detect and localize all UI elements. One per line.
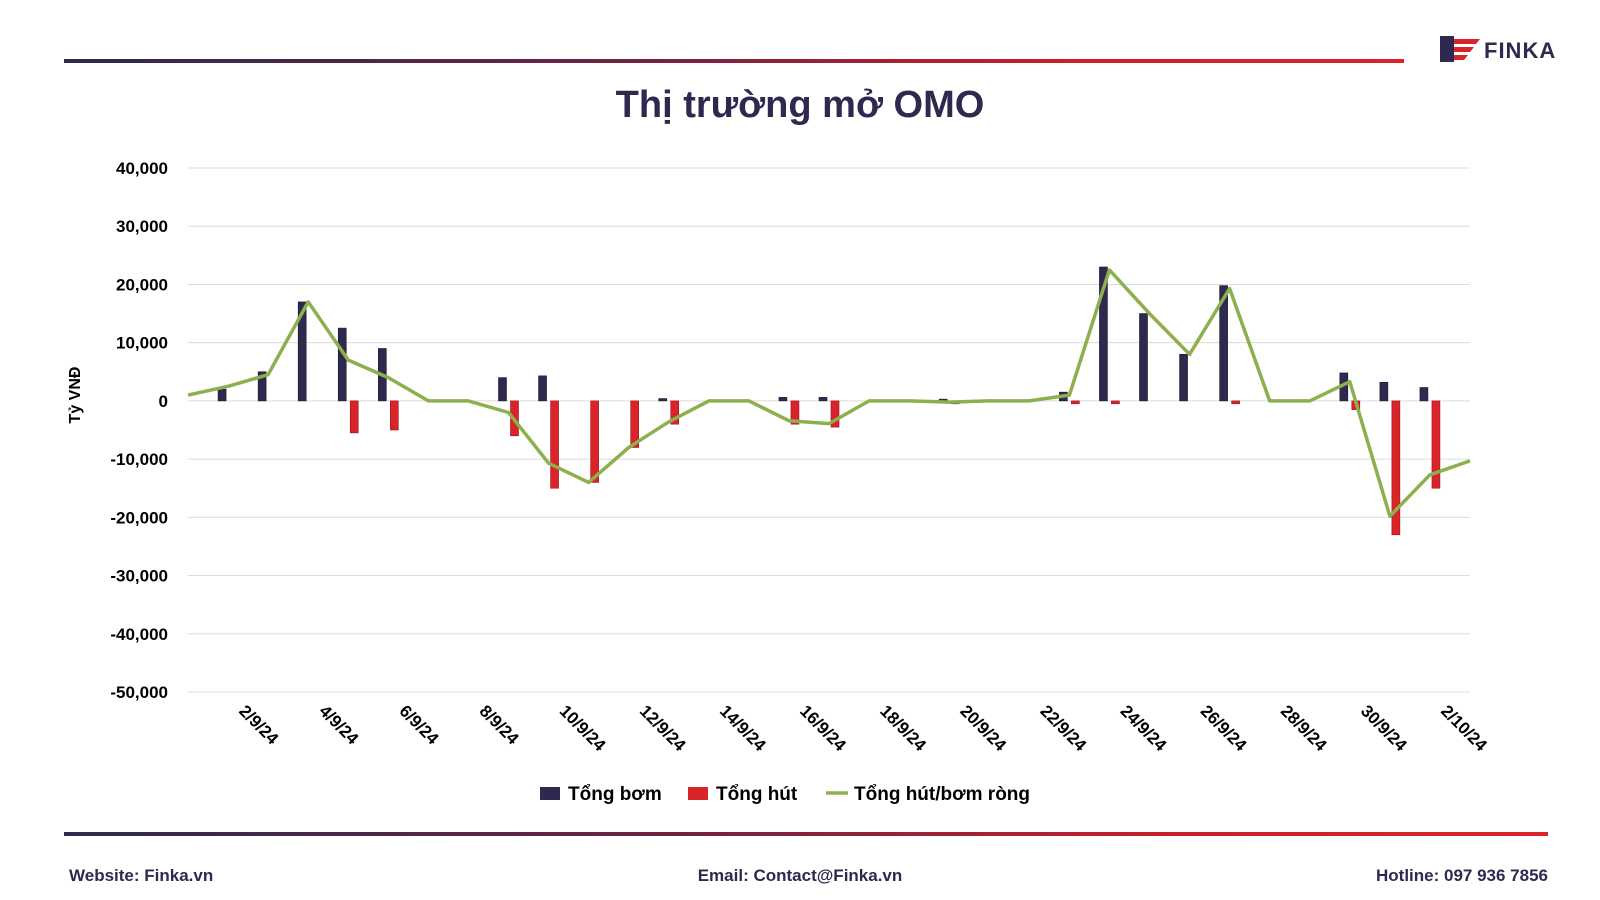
x-tick-label: 2/9/24 xyxy=(235,701,282,748)
bar-tong-bom xyxy=(498,377,507,402)
x-tick-label: 22/9/24 xyxy=(1036,701,1090,755)
bar-tong-bom xyxy=(257,371,267,402)
page-title: Thị trường mở OMO xyxy=(615,84,985,126)
header-rule xyxy=(64,59,1404,63)
bar-tong-hut xyxy=(670,400,680,425)
bar-tong-bom xyxy=(1179,354,1188,402)
finka-logo-icon xyxy=(1440,36,1480,62)
y-tick-label: 40,000 xyxy=(116,159,168,178)
x-tick-label: 26/9/24 xyxy=(1197,701,1251,755)
y-tick-label: -10,000 xyxy=(110,450,168,469)
finka-logo: FINKA xyxy=(1440,36,1570,68)
x-tick-label: 20/9/24 xyxy=(956,701,1010,755)
legend-label: Tổng hút xyxy=(716,784,798,805)
bar-tong-bom xyxy=(818,397,828,402)
legend-label: Tổng bơm xyxy=(568,784,662,805)
bar-tong-bom xyxy=(1219,285,1228,402)
legend-swatch-tong-hut xyxy=(688,787,708,800)
x-tick-label: 30/9/24 xyxy=(1357,701,1411,755)
x-tick-label: 16/9/24 xyxy=(796,701,850,755)
chart-legend: Tổng bơm Tổng hút Tổng hút/bơm ròng xyxy=(540,784,1030,805)
bar-tong-bom xyxy=(658,398,668,402)
x-tick-label: 8/9/24 xyxy=(476,701,523,748)
y-tick-label: -20,000 xyxy=(110,508,168,527)
footer-website: Website: Finka.vn xyxy=(69,866,214,885)
x-tick-label: 12/9/24 xyxy=(636,701,690,755)
legend-label: Tổng hút/bơm ròng xyxy=(854,784,1030,805)
x-tick-label: 14/9/24 xyxy=(716,701,770,755)
footer-rule xyxy=(64,832,1548,836)
y-tick-label: -40,000 xyxy=(110,625,168,644)
x-tick-label: 24/9/24 xyxy=(1117,701,1171,755)
legend-swatch-tong-bom xyxy=(540,787,560,800)
bar-tong-hut xyxy=(390,400,399,431)
x-axis-ticks: 2/9/24 4/9/24 6/9/24 8/9/24 10/9/24 12/9/24 14… xyxy=(235,701,1491,755)
y-tick-label: -50,000 xyxy=(110,683,168,702)
x-tick-label: 4/9/24 xyxy=(315,701,362,748)
bar-tong-bom xyxy=(1099,266,1108,402)
line-series xyxy=(187,268,1471,518)
line-tong-hut-bom-rong xyxy=(187,268,1471,518)
bar-tong-hut xyxy=(1431,400,1441,489)
bar-tong-bom xyxy=(538,375,547,402)
bar-tong-bom xyxy=(337,327,347,402)
y-tick-label: 0 xyxy=(159,392,168,411)
bar-tong-bom xyxy=(1419,387,1429,402)
bar-tong-hut xyxy=(590,400,599,483)
x-tick-label: 28/9/24 xyxy=(1277,701,1331,755)
bar-series xyxy=(217,266,1441,536)
logo-wordmark: FINKA xyxy=(1484,38,1557,63)
bar-tong-hut xyxy=(349,400,359,434)
y-axis-label: Tỷ VNĐ xyxy=(67,367,84,424)
bar-tong-hut xyxy=(1111,400,1120,405)
bar-tong-hut xyxy=(550,400,559,489)
x-tick-label: 10/9/24 xyxy=(556,701,610,755)
bar-tong-bom xyxy=(1139,313,1148,402)
bar-tong-bom xyxy=(297,301,307,402)
x-tick-label: 2/10/24 xyxy=(1437,701,1491,755)
bar-tong-hut xyxy=(1391,400,1401,536)
bar-tong-hut xyxy=(830,400,840,428)
bar-tong-hut xyxy=(1071,400,1080,405)
y-tick-label: 20,000 xyxy=(116,275,168,294)
y-axis-ticks: 40,000 30,000 20,000 10,000 0 -10,000 -20,000 -… xyxy=(110,159,168,702)
bar-tong-hut xyxy=(790,400,800,425)
bar-tong-bom xyxy=(778,397,788,402)
x-tick-label: 6/9/24 xyxy=(395,701,442,748)
y-tick-label: 10,000 xyxy=(116,334,168,353)
bar-tong-bom xyxy=(1379,381,1389,402)
bar-tong-hut xyxy=(630,400,639,448)
footer-hotline: Hotline: 097 936 7856 xyxy=(1376,866,1548,885)
footer-email: Email: Contact@Finka.vn xyxy=(697,866,903,885)
grid-lines xyxy=(188,167,1470,693)
y-tick-label: -30,000 xyxy=(110,567,168,586)
x-tick-label: 18/9/24 xyxy=(876,701,930,755)
bar-tong-hut xyxy=(1231,400,1240,405)
y-tick-label: 30,000 xyxy=(116,217,168,236)
bar-tong-bom xyxy=(217,388,227,402)
